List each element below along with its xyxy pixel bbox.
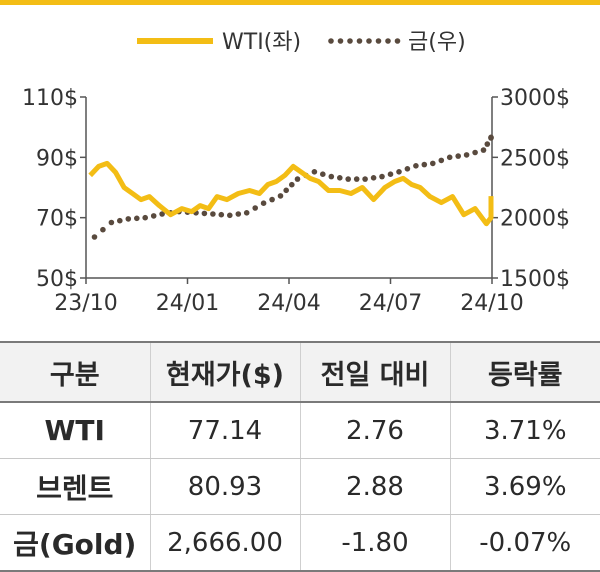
row-rate: 3.71%	[449, 402, 600, 459]
row-name: WTI	[0, 402, 150, 459]
gold-data-point	[353, 176, 360, 182]
gold-data-point	[438, 157, 445, 164]
left-y-tick-label: 90$	[36, 146, 78, 171]
gold-data-point	[311, 169, 318, 175]
table-row: 브렌트 80.93 2.88 3.69%	[0, 458, 600, 515]
row-price: 2,666.00	[149, 514, 300, 572]
right-y-tick-label: 1500$	[500, 267, 570, 292]
gold-data-point	[150, 213, 157, 219]
wti-series-line	[88, 160, 494, 227]
x-tick-labels: 23/10 24/01 24/04 24/07 24/10	[54, 291, 523, 316]
gold-data-point	[328, 173, 335, 180]
gold-data-point	[387, 171, 394, 177]
gold-data-point	[201, 210, 208, 217]
gold-data-point	[210, 211, 216, 217]
top-accent-bar	[0, 0, 600, 5]
legend-dot	[366, 38, 372, 44]
legend-gold-swatch	[328, 38, 401, 44]
table-row: 금(Gold) 2,666.00 -1.80 -0.07%	[0, 514, 600, 572]
gold-data-point	[108, 219, 115, 226]
gold-data-point	[142, 214, 148, 221]
gold-data-point	[260, 200, 267, 206]
axis-ticks	[80, 96, 498, 284]
gold-data-point	[134, 215, 140, 222]
right-y-tick-label: 2500$	[500, 146, 570, 171]
left-y-tick-label: 110$	[22, 86, 78, 111]
x-tick-label: 24/04	[257, 291, 320, 316]
row-price: 80.93	[149, 458, 300, 515]
row-rate: 3.69%	[449, 458, 600, 515]
gold-data-point	[463, 152, 470, 158]
gold-data-point	[320, 171, 326, 177]
x-tick-label: 24/07	[359, 291, 422, 316]
gold-data-point	[294, 176, 301, 182]
gold-data-point	[337, 175, 343, 181]
gold-data-point	[252, 205, 258, 211]
gold-data-point	[413, 163, 419, 169]
x-tick-label: 23/10	[54, 291, 117, 316]
right-y-tick-label: 2000$	[500, 207, 570, 232]
table-row: WTI 77.14 2.76 3.71%	[0, 402, 600, 459]
right-y-tick-labels: 3000$ 2500$ 2000$ 1500$	[500, 86, 570, 292]
price-table: 구분 현재가($) 전일 대비 등락률 WTI 77.14 2.76 3.71%…	[0, 341, 600, 572]
gold-data-point	[227, 212, 233, 219]
gold-data-point	[269, 196, 275, 203]
gold-data-point	[396, 169, 402, 175]
row-change: -1.80	[299, 514, 450, 572]
x-tick-label: 24/01	[156, 291, 219, 316]
gold-data-point	[243, 210, 250, 216]
row-name: 브렌트	[0, 458, 150, 515]
legend-dot	[347, 38, 353, 44]
gold-data-point	[283, 187, 290, 194]
row-rate: -0.07%	[449, 514, 600, 572]
legend-dot	[375, 38, 382, 44]
oil-gold-price-chart: WTI(좌) 금(우) 110$ 90$ 70$ 50$ 3000$ 2500$ 2000…	[22, 30, 570, 316]
gold-data-point	[446, 154, 453, 161]
gold-data-point	[117, 217, 123, 224]
gold-data-point	[379, 173, 385, 180]
legend-dot	[356, 38, 363, 44]
legend-wti-label: WTI(좌)	[222, 30, 301, 55]
legend-dot	[394, 38, 401, 44]
gold-data-point	[370, 175, 377, 181]
gold-data-point	[235, 211, 242, 217]
row-change: 2.76	[299, 402, 450, 459]
row-price: 77.14	[149, 402, 300, 459]
gold-data-point	[480, 147, 487, 153]
right-y-tick-label: 3000$	[500, 86, 570, 111]
gold-data-point	[472, 149, 478, 156]
chart-legend: WTI(좌) 금(우)	[137, 30, 466, 55]
left-y-tick-label: 70$	[36, 207, 78, 232]
header-change: 전일 대비	[299, 341, 450, 403]
gold-data-point	[289, 181, 295, 188]
legend-dot	[328, 38, 334, 44]
gold-data-point	[404, 166, 411, 172]
gold-data-point	[100, 226, 106, 233]
gold-data-point	[421, 161, 428, 168]
legend-dot	[337, 38, 344, 44]
table-header-row: 구분 현재가($) 전일 대비 등락률	[0, 341, 600, 403]
legend-dot	[385, 38, 391, 44]
gold-data-point	[277, 193, 284, 199]
gold-data-point	[455, 153, 462, 159]
header-category: 구분	[0, 341, 150, 403]
gold-data-point	[159, 211, 165, 217]
row-change: 2.88	[299, 458, 450, 515]
gold-data-point	[91, 234, 98, 240]
gold-data-point	[484, 141, 491, 147]
gold-data-point	[488, 134, 494, 141]
gold-data-point	[362, 176, 368, 182]
legend-gold-label: 금(우)	[408, 30, 466, 55]
gold-series	[91, 134, 494, 240]
left-y-tick-label: 50$	[36, 267, 78, 292]
row-name: 금(Gold)	[0, 514, 150, 572]
gold-data-point	[345, 176, 352, 182]
left-y-tick-labels: 110$ 90$ 70$ 50$	[22, 86, 78, 292]
header-price: 현재가($)	[149, 341, 300, 403]
gold-data-point	[218, 211, 225, 218]
gold-data-point	[430, 160, 436, 167]
header-rate: 등락률	[449, 341, 600, 403]
gold-data-point	[125, 216, 132, 222]
x-tick-label: 24/10	[460, 291, 523, 316]
